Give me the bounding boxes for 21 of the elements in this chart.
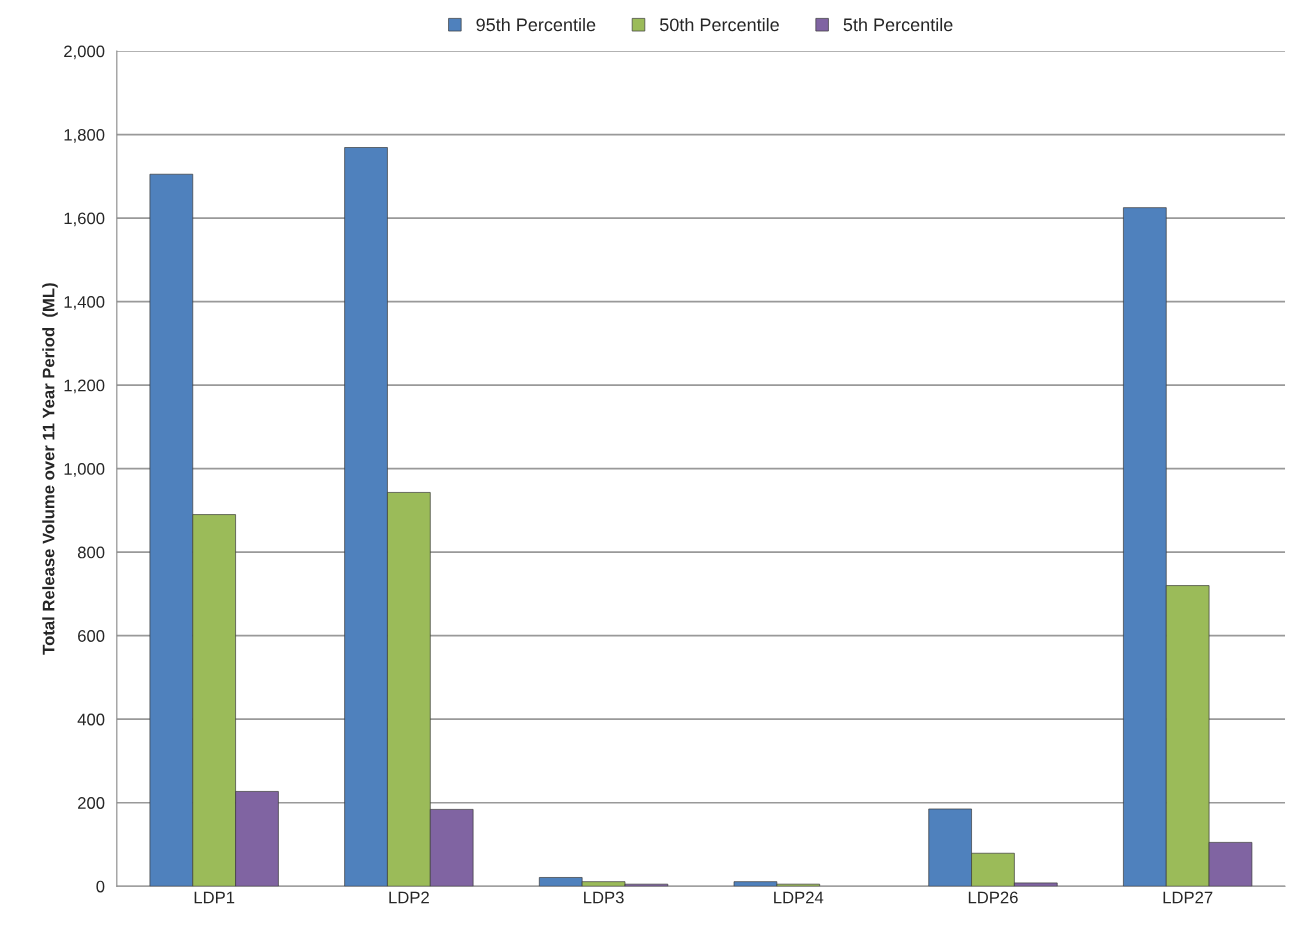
legend-label: 95th Percentile	[476, 17, 596, 32]
y-tick-label: 1,200	[64, 379, 105, 394]
x-tick-label: LDP2	[389, 891, 429, 904]
y-tick-label: 1,800	[64, 128, 105, 143]
x-tick-label: LDP26	[968, 891, 1018, 904]
x-tick-label: LDP24	[774, 891, 824, 904]
x-tick-label: LDP3	[584, 891, 624, 904]
y-tick-label: 400	[77, 713, 105, 726]
y-tick-label: 1,600	[64, 212, 105, 227]
y-tick-label: 2,000	[64, 45, 105, 60]
legend-label: 50th Percentile	[659, 17, 779, 32]
y-tick-label: 200	[78, 797, 105, 809]
y-tick-label: 800	[77, 546, 105, 559]
legend-label: 5th Percentile	[843, 17, 953, 32]
y-tick-label: 1,000	[64, 463, 105, 477]
y-axis-title: Total Release Volume over 11 Year Period (ML)	[42, 283, 58, 655]
y-tick-label: 600	[78, 630, 105, 642]
y-tick-label: 0	[96, 880, 105, 893]
x-tick-label: LDP1	[194, 891, 235, 904]
x-tick-label: LDP27	[1163, 891, 1213, 904]
y-tick-label: 1,400	[64, 296, 105, 310]
